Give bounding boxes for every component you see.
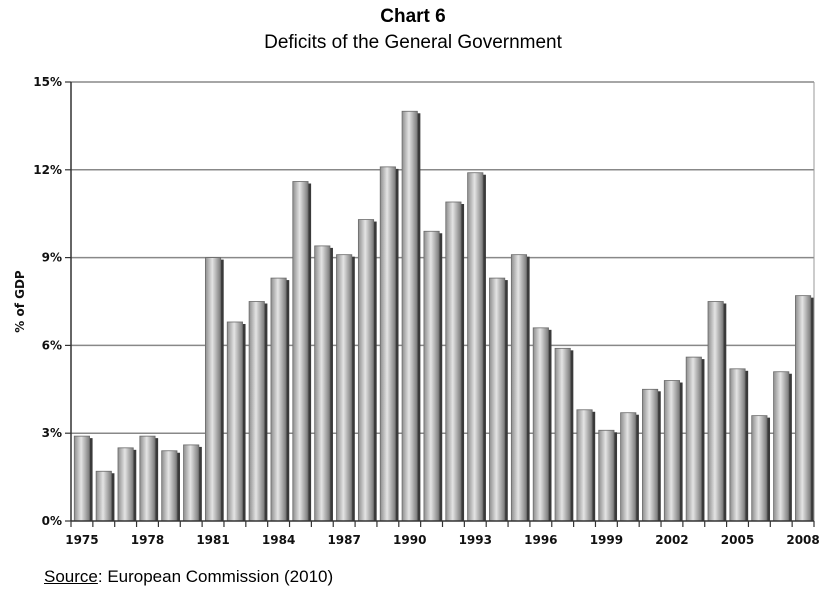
bar-1981 xyxy=(204,257,222,522)
x-tick-label: 1999 xyxy=(590,533,623,547)
x-tick-label: 1975 xyxy=(65,533,98,547)
bar-1997 xyxy=(554,347,571,522)
bar-1976 xyxy=(95,470,112,522)
bar-1990 xyxy=(401,110,418,522)
y-tick-label: 0% xyxy=(42,514,62,528)
y-tick-label: 9% xyxy=(42,251,62,265)
bar-2006 xyxy=(751,415,768,522)
bar-1999 xyxy=(598,429,615,522)
y-tick-label: 15% xyxy=(33,75,62,89)
bar-2007 xyxy=(773,371,790,522)
bar-2000 xyxy=(620,412,637,522)
bar-1980 xyxy=(183,444,200,522)
bar-1996 xyxy=(532,327,549,522)
source-label: Source xyxy=(44,567,98,586)
x-tick-label: 1993 xyxy=(459,533,492,547)
bar-1993 xyxy=(467,172,484,522)
x-tick-label: 2002 xyxy=(655,533,688,547)
bar-2003 xyxy=(685,356,702,522)
x-tick-label: 1978 xyxy=(131,533,164,547)
bar-1998 xyxy=(576,409,593,522)
chart-title: Chart 6 xyxy=(380,6,446,27)
x-tick-label: 1984 xyxy=(262,533,295,547)
bar-1975 xyxy=(73,435,90,522)
axes xyxy=(65,81,815,527)
y-tick-label: 3% xyxy=(42,426,62,440)
source-text: : European Commission (2010) xyxy=(97,567,334,586)
y-tick-label: 12% xyxy=(33,163,62,177)
bars xyxy=(73,110,814,522)
bar-2002 xyxy=(663,380,681,522)
bar-1988 xyxy=(357,219,375,522)
source-note: Source: European Commission (2010) xyxy=(44,567,333,587)
bar-1989 xyxy=(379,166,396,522)
bar-1994 xyxy=(489,277,506,522)
bar-1985 xyxy=(292,181,309,522)
bar-2008 xyxy=(795,295,812,522)
bar-1984 xyxy=(270,277,287,522)
bar-2001 xyxy=(642,388,659,522)
bar-1986 xyxy=(314,245,331,522)
bar-1978 xyxy=(139,435,156,522)
x-tick-label: 1990 xyxy=(393,533,426,547)
chart-subtitle: Deficits of the General Government xyxy=(264,32,562,53)
bar-1983 xyxy=(248,301,265,522)
x-tick-label: 1996 xyxy=(524,533,557,547)
bar-1977 xyxy=(117,447,134,522)
x-tick-label: 2005 xyxy=(721,533,754,547)
bar-1995 xyxy=(510,254,528,522)
bar-1979 xyxy=(161,450,178,522)
y-tick-label: 6% xyxy=(42,338,62,352)
bar-2005 xyxy=(729,368,746,522)
x-tick-label: 1987 xyxy=(327,533,360,547)
bar-1991 xyxy=(423,230,440,522)
y-axis-title: % of GDP xyxy=(13,270,27,333)
bar-1987 xyxy=(336,254,353,522)
x-tick-label: 2008 xyxy=(786,533,819,547)
tick-labels: 0% 3% 6% 9% 12% 15% 1975 1978 1981 1984 1987 1990 19… xyxy=(13,75,820,547)
bar-2004 xyxy=(707,301,724,522)
x-tick-label: 1981 xyxy=(196,533,229,547)
bar-1982 xyxy=(226,321,243,522)
bar-1992 xyxy=(445,201,462,522)
